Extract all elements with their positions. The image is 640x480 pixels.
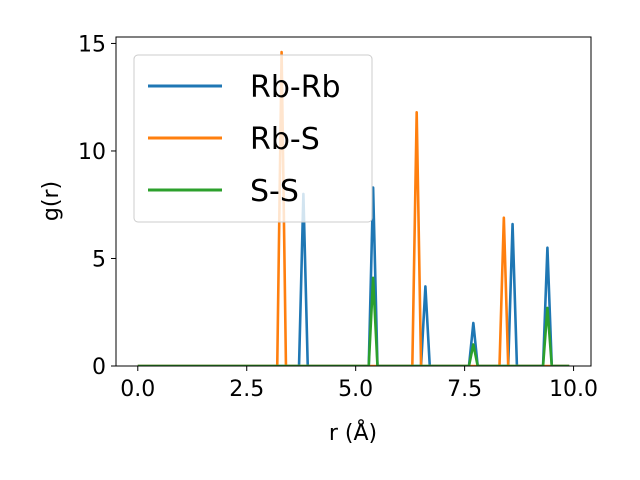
x-tick-label: 2.5 bbox=[229, 377, 264, 402]
x-tick-label: 10.0 bbox=[549, 377, 598, 402]
legend-box bbox=[133, 54, 373, 223]
x-axis: 0.0 2.5 5.0 7.5 10.0 bbox=[120, 366, 598, 402]
plot-frame bbox=[115, 36, 592, 367]
y-tick-label: 10 bbox=[78, 140, 106, 165]
x-tick-label: 7.5 bbox=[447, 377, 482, 402]
y-tick-label: 15 bbox=[78, 32, 106, 57]
x-axis-label: r (Å) bbox=[329, 419, 377, 446]
y-tick-label: 5 bbox=[92, 247, 106, 272]
legend-label-s-s: S-S bbox=[250, 174, 299, 209]
legend: Rb-Rb Rb-S S-S bbox=[133, 54, 373, 223]
series-line-s-s bbox=[137, 276, 570, 366]
legend-label-rb-rb: Rb-Rb bbox=[250, 70, 341, 105]
legend-label-rb-s: Rb-S bbox=[250, 122, 320, 157]
x-tick-label: 0.0 bbox=[120, 377, 155, 402]
y-axis: 0 5 10 15 bbox=[78, 32, 116, 380]
y-axis-label: g(r) bbox=[39, 181, 64, 221]
y-tick-label: 0 bbox=[92, 355, 106, 380]
x-tick-label: 5.0 bbox=[338, 377, 373, 402]
